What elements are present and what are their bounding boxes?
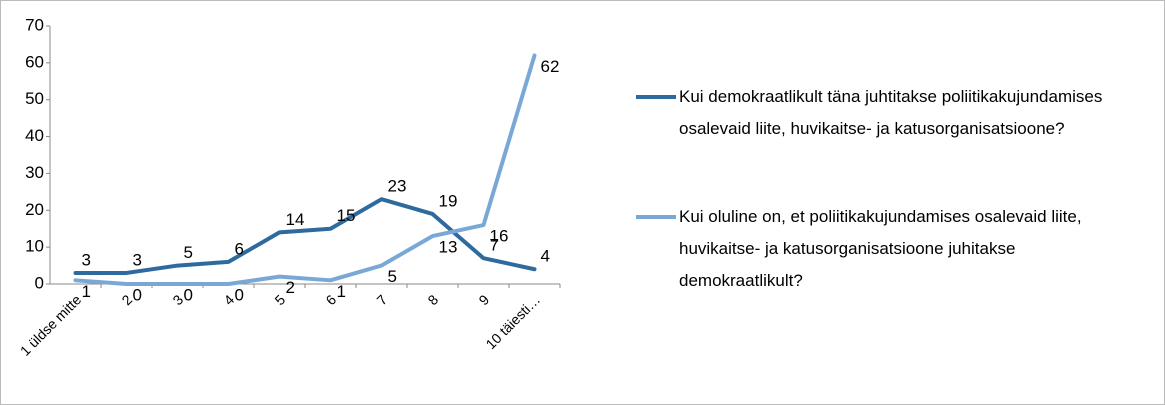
- legend-label: Kui demokraatlikult täna juhtitakse poli…: [679, 87, 1103, 138]
- data-label: 5: [388, 267, 397, 286]
- data-label: 4: [541, 247, 550, 266]
- y-tick-label: 30: [25, 163, 44, 182]
- data-label: 0: [133, 285, 142, 304]
- legend-label: Kui oluline on, et poliitikakujundamises…: [679, 207, 1082, 290]
- data-label: 2: [286, 278, 295, 297]
- y-tick-label: 20: [25, 200, 44, 219]
- data-label: 1: [337, 282, 346, 301]
- y-tick-label: 50: [25, 89, 44, 108]
- data-label: 13: [439, 238, 458, 257]
- series-line: [73, 197, 537, 275]
- data-label: 0: [235, 285, 244, 304]
- data-label: 16: [490, 227, 509, 246]
- data-label: 3: [133, 250, 142, 269]
- data-label: 0: [184, 285, 193, 304]
- data-label: 19: [439, 191, 458, 210]
- y-tick-label: 0: [35, 273, 44, 292]
- y-tick-label: 70: [25, 15, 44, 34]
- data-label: 6: [235, 239, 244, 258]
- data-label: 3: [82, 250, 91, 269]
- data-label: 62: [541, 57, 560, 76]
- data-label: 7: [490, 236, 499, 255]
- y-tick-label: 10: [25, 237, 44, 256]
- data-label: 1: [82, 282, 91, 301]
- data-label: 15: [337, 206, 356, 225]
- data-label: 14: [286, 210, 305, 229]
- data-label: 23: [388, 177, 407, 196]
- y-tick-label: 60: [25, 52, 44, 71]
- y-tick-label: 40: [25, 126, 44, 145]
- series-line: [73, 53, 537, 286]
- data-label: 5: [184, 243, 193, 262]
